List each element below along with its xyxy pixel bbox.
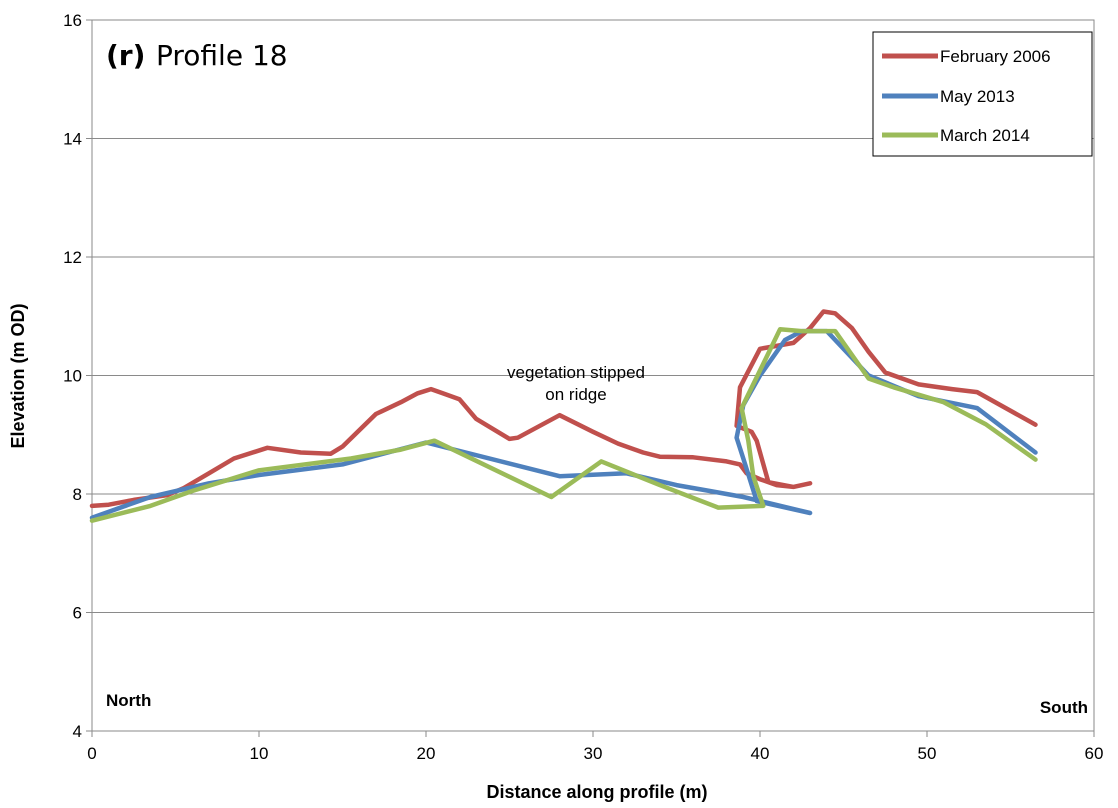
series-lines (89, 309, 1038, 523)
legend-label-march-2014: March 2014 (940, 126, 1030, 145)
y-tick-label: 12 (63, 248, 82, 267)
annotation-line-2: on ridge (545, 385, 606, 404)
chart-title: Profile 18 (156, 39, 288, 72)
y-tick-label: 14 (63, 130, 82, 149)
panel-label: (r) (106, 39, 145, 72)
legend-label-february-2006: February 2006 (940, 47, 1051, 66)
x-tick-label: 40 (751, 744, 770, 763)
y-tick-label: 6 (73, 604, 82, 623)
y-tick-label: 8 (73, 485, 82, 504)
south-label: South (1040, 698, 1088, 717)
x-tick-label: 20 (417, 744, 436, 763)
y-axis-title: Elevation (m OD) (8, 303, 28, 448)
y-tick-label: 10 (63, 367, 82, 386)
series-line-march-2014 (89, 327, 1038, 523)
x-tick-label: 30 (584, 744, 603, 763)
y-tick-labels: 4 6 8 10 12 14 16 (63, 11, 92, 741)
legend-label-may-2013: May 2013 (940, 87, 1015, 106)
x-tick-label: 0 (87, 744, 96, 763)
x-axis-title: Distance along profile (m) (486, 782, 707, 802)
y-tick-label: 4 (73, 722, 82, 741)
x-tick-label: 50 (918, 744, 937, 763)
series-line-may-2013 (89, 328, 1038, 520)
series-line-february-2006 (89, 309, 1038, 509)
gridlines (92, 138, 1094, 613)
x-tick-labels: 0 10 20 30 40 50 60 (87, 731, 1103, 763)
annotation-line-1: vegetation stipped (507, 363, 645, 382)
north-label: North (106, 691, 151, 710)
x-tick-label: 60 (1085, 744, 1104, 763)
x-tick-label: 10 (250, 744, 269, 763)
y-tick-label: 16 (63, 11, 82, 30)
legend: February 2006 May 2013 March 2014 (872, 31, 1093, 157)
